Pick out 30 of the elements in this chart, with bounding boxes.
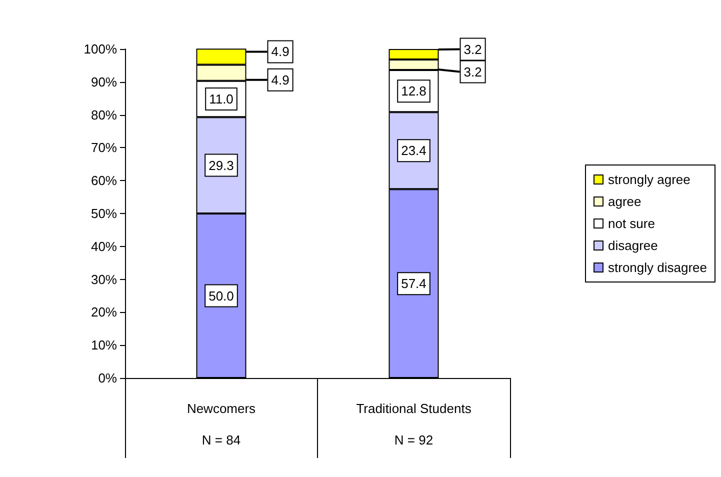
data-label: 23.4 bbox=[401, 143, 426, 158]
text: N = 84 bbox=[202, 432, 241, 448]
data-label: 3.2 bbox=[464, 64, 482, 80]
legend-label: disagree bbox=[608, 238, 658, 253]
y-tick-label: 80% bbox=[90, 107, 118, 122]
y-tick-label: 100% bbox=[84, 42, 118, 56]
text: N = 92 bbox=[394, 432, 434, 448]
legend-label: strongly disagree bbox=[608, 260, 707, 275]
data-label: 29.3 bbox=[208, 158, 234, 173]
data-label: 50.0 bbox=[208, 288, 234, 304]
y-tick-label: 0% bbox=[98, 370, 118, 386]
y-tick-label: 20% bbox=[90, 304, 118, 320]
data-label: 12.8 bbox=[401, 84, 426, 99]
data-label: 57.4 bbox=[401, 276, 426, 292]
y-tick-label: 90% bbox=[90, 74, 118, 90]
y-tick-label: 10% bbox=[90, 338, 118, 353]
y-tick-label: 60% bbox=[90, 173, 118, 188]
y-tick-label: 50% bbox=[90, 206, 118, 221]
y-tick-label: 30% bbox=[90, 272, 118, 287]
data-label: 4.9 bbox=[271, 72, 290, 88]
data-label: 3.2 bbox=[464, 42, 482, 57]
legend-label: not sure bbox=[608, 216, 655, 231]
data-label: 11.0 bbox=[209, 92, 234, 107]
y-tick-label: 40% bbox=[90, 238, 118, 254]
x-tick-label: Newcomers bbox=[186, 401, 256, 416]
y-tick-label: 70% bbox=[90, 140, 118, 156]
legend-label: strongly agree bbox=[608, 172, 690, 187]
x-tick-label: Traditional Students bbox=[356, 401, 472, 416]
data-label: 4.9 bbox=[271, 44, 290, 60]
legend-label: agree bbox=[608, 194, 642, 209]
